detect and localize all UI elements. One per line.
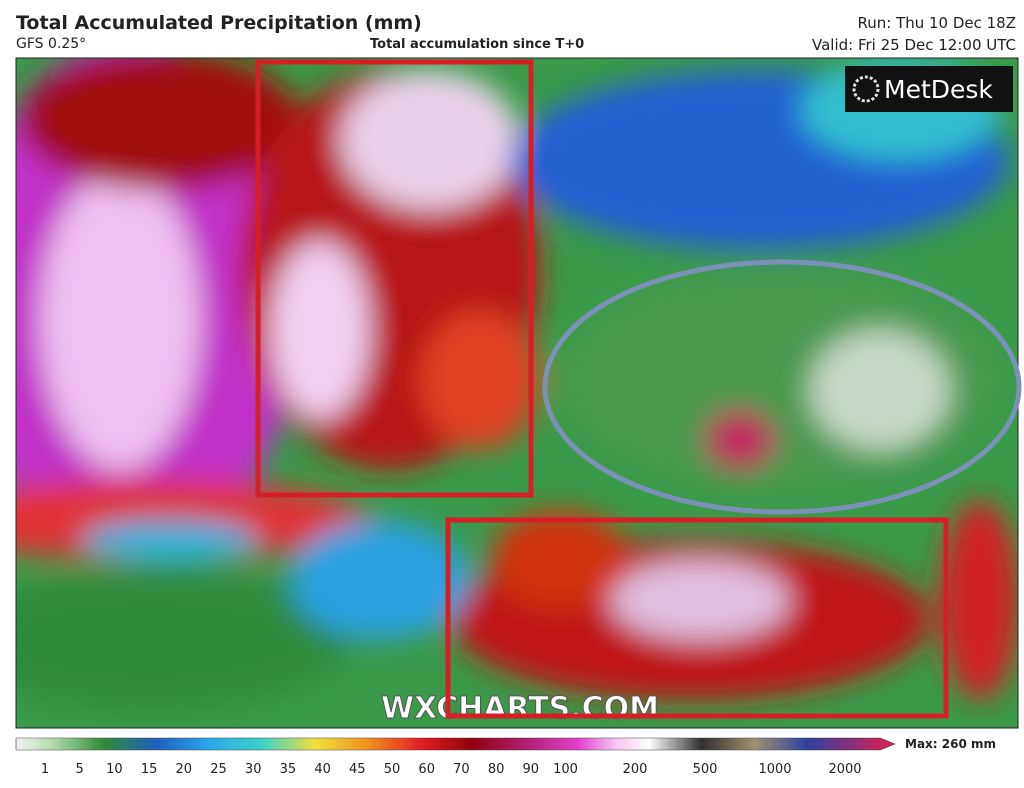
- colorbar-label: 30: [245, 762, 262, 777]
- highlight-box: [255, 59, 534, 498]
- colorbar-label: 2000: [828, 762, 861, 777]
- colorbar-label: 1: [41, 762, 49, 777]
- logo-icon: [852, 75, 880, 103]
- subtitle: Total accumulation since T+0: [370, 37, 585, 52]
- highlight-box: [445, 517, 949, 719]
- colorbar-label: 50: [384, 762, 401, 777]
- model: GFS 0.25°: [16, 36, 87, 52]
- max-label: Max: 260 mm: [905, 737, 996, 751]
- colorbar-label: 80: [488, 762, 505, 777]
- colorbar-label: 25: [210, 762, 227, 777]
- highlight-ellipse: [542, 259, 1022, 515]
- colorbar-label: 90: [523, 762, 540, 777]
- colorbar-label: 60: [418, 762, 435, 777]
- logo: MetDesk: [884, 75, 993, 104]
- colorbar-label: 100: [553, 762, 578, 777]
- run: Run: Thu 10 Dec 18Z: [857, 14, 1016, 32]
- colorbar-label: 1000: [758, 762, 791, 777]
- valid: Valid: Fri 25 Dec 12:00 UTC: [812, 36, 1016, 54]
- precip-field: WXCHARTS.COM: [16, 58, 1018, 728]
- colorbar-label: 15: [141, 762, 158, 777]
- colorbar: [15, 737, 896, 751]
- title: Total Accumulated Precipitation (mm): [16, 12, 422, 34]
- colorbar-label: 10: [106, 762, 123, 777]
- colorbar-label: 35: [280, 762, 297, 777]
- colorbar-label: 70: [453, 762, 470, 777]
- watermark: WXCHARTS.COM: [381, 691, 659, 726]
- colorbar-label: 5: [76, 762, 84, 777]
- colorbar-label: 20: [176, 762, 193, 777]
- colorbar-label: 500: [693, 762, 718, 777]
- colorbar-label: 45: [349, 762, 366, 777]
- logo-box: [845, 66, 1013, 112]
- colorbar-label: 40: [314, 762, 331, 777]
- colorbar-label: 200: [623, 762, 648, 777]
